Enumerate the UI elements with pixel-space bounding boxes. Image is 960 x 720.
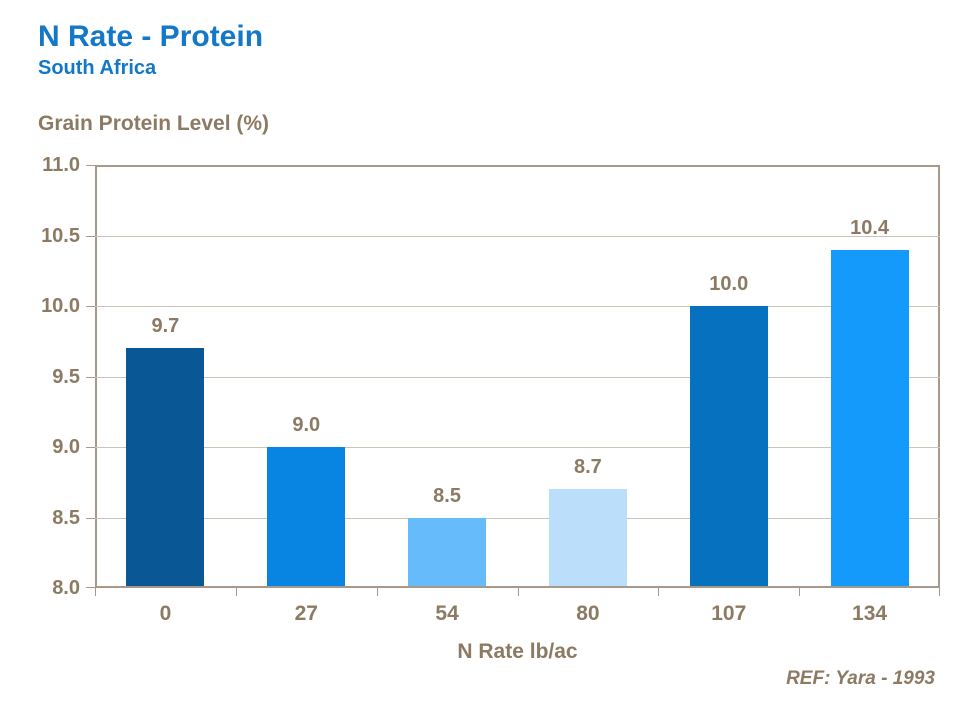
x-tick-mark [517,588,519,596]
x-tick-mark [376,588,378,596]
bar-27 [267,447,346,586]
x-tick-label: 107 [711,602,747,625]
x-tick-mark [799,588,801,596]
bar-value-label: 10.0 [709,273,749,295]
y-tick-label: 9.0 [52,436,80,458]
bar-134 [830,249,909,586]
y-tick-label: 10.0 [41,295,80,317]
x-tick-label: 0 [159,602,172,625]
page-subtitle: South Africa [38,57,157,79]
x-tick-mark [235,588,237,596]
gridline [95,306,940,307]
y-tick-mark [86,235,95,237]
y-tick-label: 8.0 [52,577,80,599]
gridline [95,235,940,237]
gridline [95,447,940,448]
x-tick-mark [95,588,96,596]
x-axis-title: N Rate lb/ac [457,640,578,663]
bar-107 [689,306,768,586]
y-tick-mark [86,306,95,307]
y-tick-mark [86,376,95,378]
bar-value-label: 10.4 [850,216,890,239]
x-tick-label: 54 [435,602,459,625]
x-tick-label: 134 [852,602,888,625]
gridline [95,376,940,378]
bar-chart: 11.0 10.5 10.0 9.5 9.0 8.5 8.0 9.7 0 9.0 27 8.5 54 8.… [41,154,940,625]
x-tick-mark [658,588,660,596]
y-axis-title: Grain Protein Level (%) [38,112,270,135]
y-tick-mark [86,165,95,166]
bar-value-label: 9.7 [151,315,180,338]
y-tick-label: 8.5 [52,506,80,529]
y-tick-mark [86,447,95,448]
y-tick-label: 9.5 [52,365,80,388]
bar-value-label: 8.7 [574,456,602,479]
gridline [95,517,940,519]
page-title: N Rate - Protein [38,20,264,53]
x-tick-label: 27 [294,602,318,625]
y-tick-label: 10.5 [41,224,80,247]
y-tick-mark [86,517,95,519]
x-tick-mark [939,588,940,596]
bar-80 [548,489,627,586]
bar-value-label: 9.0 [292,414,321,436]
bar-value-label: 8.5 [433,484,461,507]
reference-text: REF: Yara - 1993 [786,668,935,689]
x-tick-label: 80 [576,602,600,625]
bar-0 [126,348,205,586]
bar-54 [408,517,487,586]
y-tick-label: 11.0 [42,154,80,176]
y-tick-mark [86,587,95,588]
